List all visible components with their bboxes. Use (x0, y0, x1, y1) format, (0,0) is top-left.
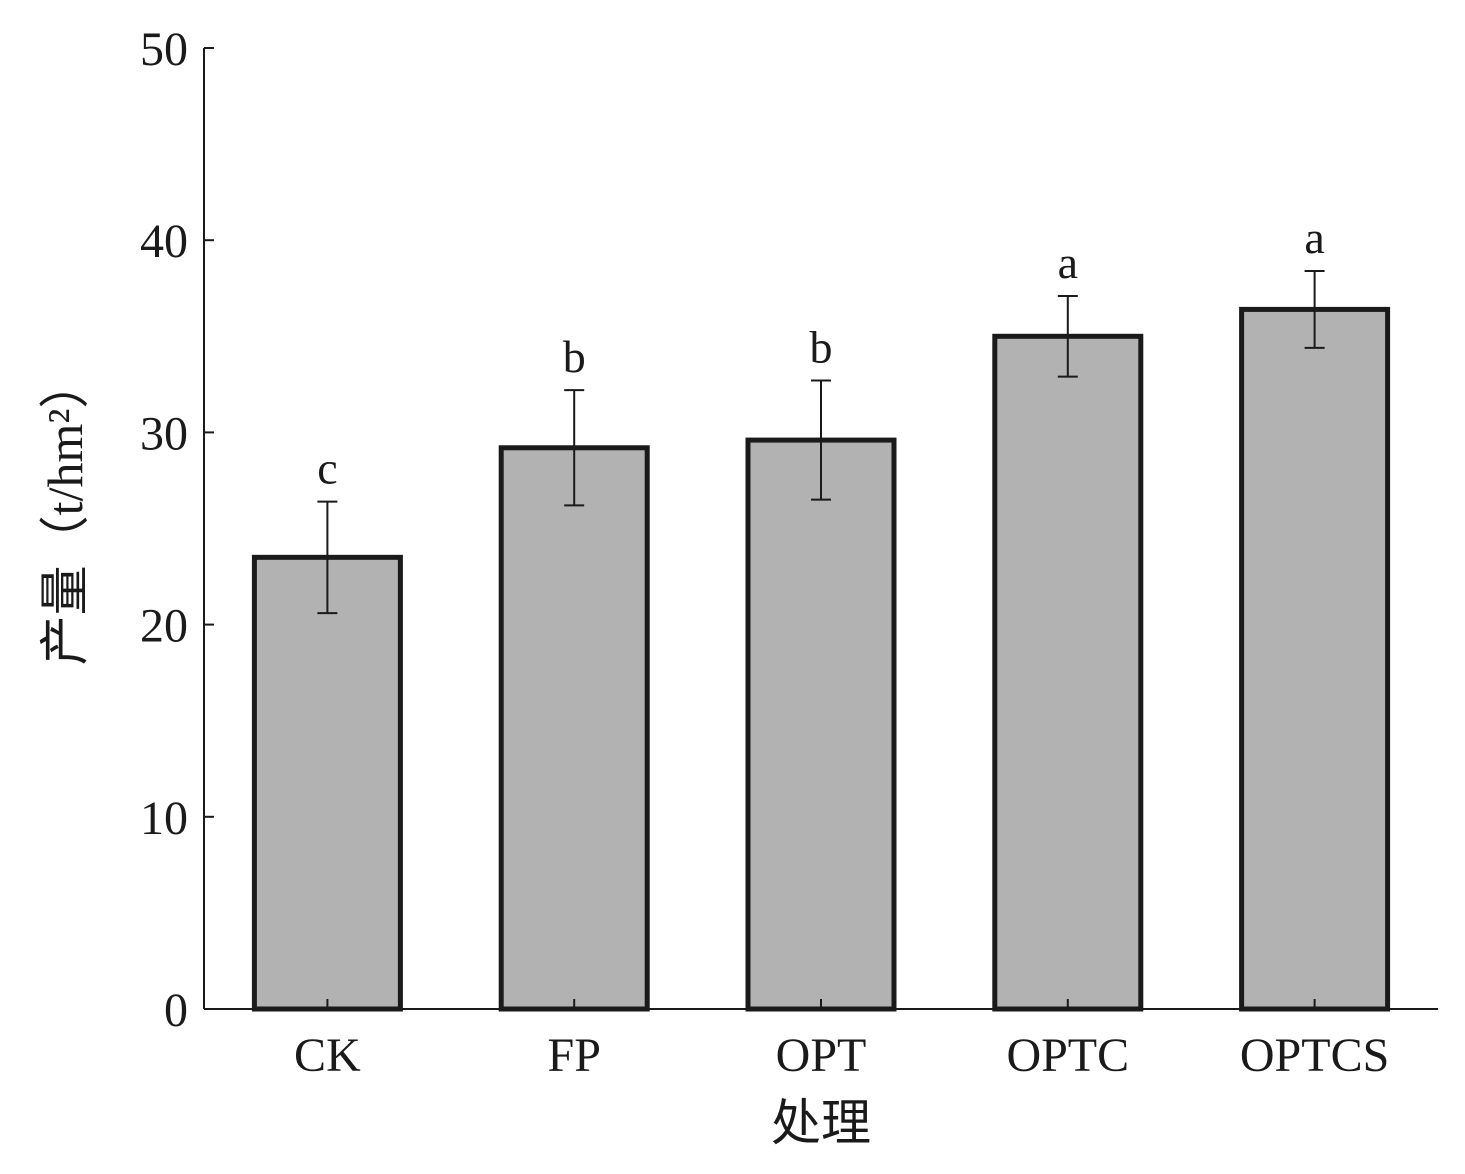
bar-opt (745, 437, 897, 1012)
significance-label-optc: a (1058, 237, 1078, 288)
bar-ck (251, 554, 403, 1012)
y-tick-label-10: 10 (140, 792, 188, 845)
significance-label-ck: c (317, 443, 337, 494)
bar-optcs (1239, 306, 1391, 1012)
bar-fp (498, 445, 650, 1012)
axes-group (203, 48, 1438, 1010)
x-tick-label-optc: OPTC (1006, 1029, 1129, 1082)
x-axis-title: 处理 (771, 1095, 871, 1151)
x-axis-ticks: CK FP OPT OPTC OPTCS (294, 999, 1389, 1082)
significance-label-fp: b (563, 331, 586, 382)
y-axis-ticks: 0 10 20 30 40 50 (140, 23, 214, 1037)
y-tick-label-40: 40 (140, 215, 188, 268)
y-axis-title: 产量（t/hm²） (37, 359, 93, 666)
y-tick-label-20: 20 (140, 600, 188, 653)
x-tick-label-fp: FP (548, 1029, 601, 1082)
y-tick-label-30: 30 (140, 407, 188, 460)
significance-labels: c b b a a (317, 212, 1325, 494)
x-tick-label-opt: OPT (776, 1029, 867, 1082)
bar-optc (992, 333, 1144, 1012)
error-bars-group (317, 269, 1325, 615)
x-tick-label-optcs: OPTCS (1240, 1029, 1389, 1082)
significance-label-optcs: a (1304, 212, 1324, 263)
y-tick-label-0: 0 (164, 984, 188, 1037)
significance-label-opt: b (810, 322, 833, 373)
y-tick-label-50: 50 (140, 23, 188, 76)
x-tick-label-ck: CK (294, 1029, 361, 1082)
